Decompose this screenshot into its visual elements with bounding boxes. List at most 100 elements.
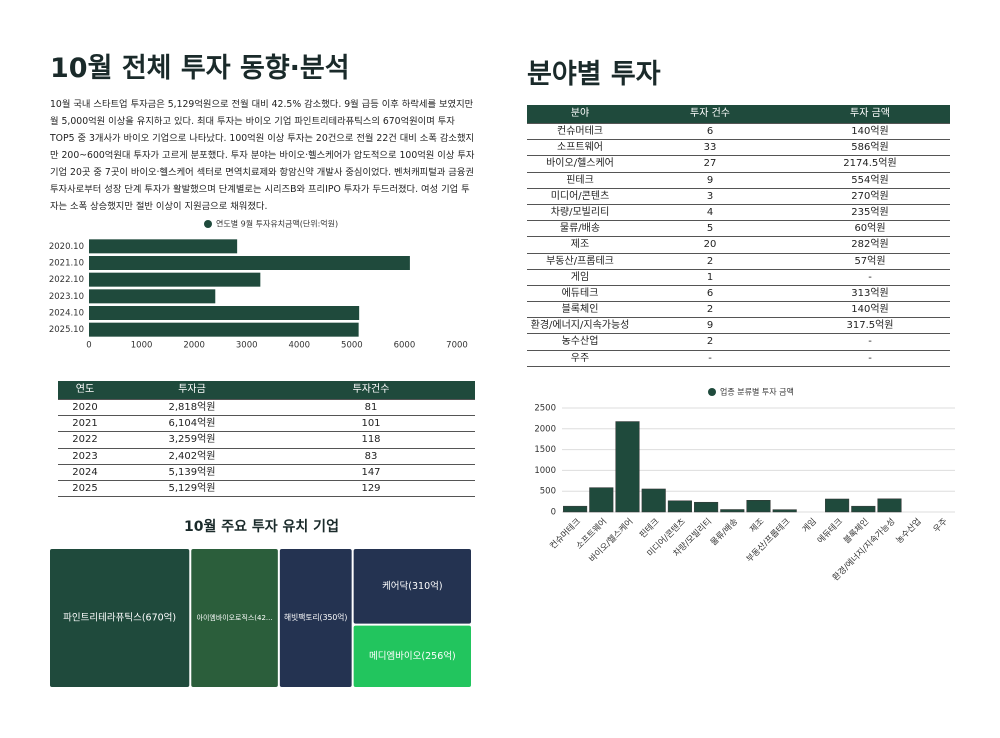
y-tick-label: 2024.10 (49, 309, 84, 319)
table-cell: 2024 (72, 466, 98, 478)
table-cell: 핀테크 (566, 174, 594, 186)
sector-table: 분야 투자 건수 투자 금액 컨슈머테크 6 140억원 소프트웨어 33 586억원 바이오/헬… (527, 105, 950, 367)
table-row: 2023 2,402억원 83 (58, 449, 475, 465)
bar (563, 505, 588, 513)
bar (851, 505, 876, 513)
table-cell: 317.5억원 (846, 320, 894, 332)
y-tick-label: 1500 (534, 445, 556, 455)
x-tick-label: 6000 (394, 341, 416, 351)
table-cell: 소프트웨어 (557, 142, 603, 154)
table-cell: 57억원 (854, 255, 886, 267)
table-cell: 4 (706, 206, 714, 218)
x-tick-label: 4000 (288, 341, 310, 351)
table-row: 게임 1 - (527, 270, 950, 286)
y-tick-label: 1000 (534, 466, 556, 476)
table-cell: 3,259억원 (168, 434, 216, 446)
header-cell: 분야 (570, 108, 590, 119)
x-tick-label: 3000 (236, 341, 258, 351)
x-tick-label: 에듀테크 (816, 517, 845, 546)
bar (89, 256, 410, 270)
table-row: 소프트웨어 33 586억원 (527, 140, 950, 157)
table-cell: 2023 (72, 450, 98, 462)
table-row: 환경/에너지/지속가능성 9 317.5억원 (527, 318, 950, 335)
x-tick-label: 물류/배송 (709, 517, 740, 548)
bar (825, 498, 850, 513)
x-tick-label: 7000 (446, 341, 468, 351)
table-cell: 147 (361, 466, 381, 478)
x-tick-label: 제조 (748, 517, 766, 535)
table-cell: - (868, 352, 872, 364)
table-cell: 미디어/콘텐츠 (550, 190, 610, 202)
table-cell: 3 (706, 190, 714, 202)
bar (746, 500, 771, 513)
table-row: 차량/모빌리티 4 235억원 (527, 205, 950, 222)
x-tick-label: 농수산업 (894, 516, 924, 546)
table-cell: 6 (706, 126, 714, 137)
legend-marker (204, 220, 212, 228)
treemap-label: 아이엠바이오로직스(42... (197, 613, 273, 622)
table-row: 농수산업 2 - (527, 334, 950, 351)
table-row: 2022 3,259억원 118 (58, 432, 475, 449)
table-cell: 2020 (72, 402, 98, 413)
treemap-label: 파인트리테라퓨틱스(670억) (63, 612, 176, 624)
bar (694, 501, 719, 513)
bar (89, 239, 238, 254)
table-cell: 블록체인 (561, 304, 599, 316)
table-cell: 118 (361, 434, 381, 446)
table-cell: 9 (706, 174, 714, 186)
y-tick-label: 2023.10 (49, 292, 84, 302)
x-tick-label: 0 (86, 341, 91, 351)
table-cell: 235억원 (851, 206, 889, 218)
x-tick-label: 핀테크 (638, 517, 662, 541)
table-cell: 101 (361, 418, 381, 430)
table-cell: 33 (703, 142, 717, 154)
table-cell: 5 (706, 223, 714, 235)
treemap-cell (50, 549, 190, 687)
table-row: 물류/배송 5 60억원 (527, 221, 950, 238)
table-cell: 물류/배송 (559, 223, 601, 235)
table-cell: 우주 (570, 352, 590, 364)
x-tick-label: 게임 (800, 516, 819, 535)
x-tick-label: 부동산/프롭테크 (744, 516, 793, 565)
paragraph: 10월 국내 스타트업 투자금은 5,129억원으로 전월 대비 42.5% 감… (50, 99, 475, 212)
table-cell: 140억원 (851, 304, 889, 316)
bar (89, 322, 359, 337)
legend-marker (708, 388, 716, 396)
table-cell: 농수산업 (561, 336, 599, 348)
treemap-title: 10월 주요 투자 유치 기업 (184, 519, 339, 535)
table-cell: - (708, 352, 712, 364)
table-cell: 제조 (570, 239, 590, 251)
x-tick-label: 2000 (183, 341, 205, 351)
table-row: 블록체인 2 140억원 (527, 302, 950, 319)
table-row: 컨슈머테크 6 140억원 (527, 124, 950, 141)
bar (772, 509, 797, 513)
bar (589, 487, 614, 513)
table-cell: 6 (706, 287, 714, 299)
table-cell: 5,139억원 (168, 466, 216, 478)
table-cell: 게임 (570, 271, 590, 283)
bar (89, 306, 360, 320)
header-cell: 연도 (75, 384, 95, 395)
y-tick-label: 0 (551, 508, 556, 518)
bar (877, 498, 902, 513)
table-cell: 환경/에너지/지속가능성 (530, 320, 630, 332)
y-tick-label: 2020.10 (49, 242, 84, 252)
x-tick-label: 바이오/헬스케어 (587, 516, 636, 565)
table-cell: 313억원 (851, 287, 889, 299)
table-cell: 차량/모빌리티 (550, 206, 610, 218)
x-tick-label: 우주 (932, 517, 950, 535)
table-cell: 554억원 (851, 174, 889, 186)
table-cell: 129 (361, 482, 381, 494)
table-row: 부동산/프롭테크 2 57억원 (527, 254, 950, 270)
bar (641, 488, 666, 513)
treemap-label: 해빗팩토리(350억) (284, 612, 347, 622)
table-cell: 270억원 (851, 190, 889, 202)
legend-label: 연도별 9월 투자유치금액(단위:억원) (216, 219, 338, 229)
treemap-label: 케어닥(310억) (382, 580, 443, 592)
table-row: 미디어/콘텐츠 3 270억원 (527, 189, 950, 205)
year-table: 연도 투자금 투자건수 2020 2,818억원 81 2021 6,104억원 101 2022… (58, 381, 475, 498)
treemap-cell (353, 625, 471, 687)
table-cell: 81 (364, 402, 378, 413)
table-cell: 20 (703, 239, 717, 251)
